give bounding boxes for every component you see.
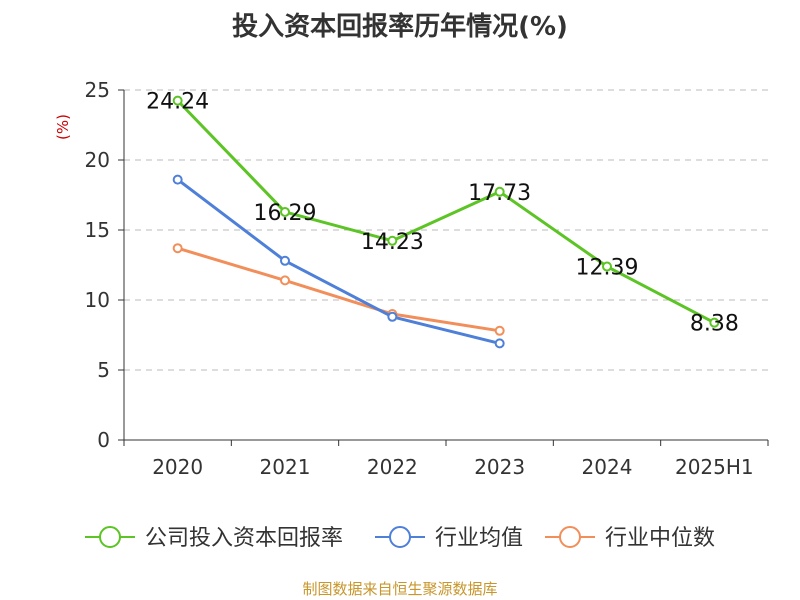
series-line-2: [177, 246, 500, 333]
data-labels: 24.24 16.29 14.23 17.73 12.39 8.38: [146, 90, 739, 337]
data-label-2020: 24.24: [146, 90, 209, 115]
chart-title: 投入资本回报率历年情况(%): [232, 11, 568, 42]
grid-lines: [124, 89, 768, 371]
y-tick-label-25: 25: [85, 78, 110, 102]
source-note: 制图数据来自恒生聚源数据库: [302, 580, 497, 598]
x-tick-label-2021: 2021: [260, 455, 311, 479]
y-tick-label-10: 10: [85, 288, 110, 312]
series-line-1: [176, 178, 501, 345]
series-0-point-2022: [387, 235, 398, 246]
series-0-point-2021: [280, 206, 290, 217]
x-tick-label-2023: 2023: [474, 455, 525, 479]
series-1-point-2023: [494, 338, 505, 349]
y-axis-unit: (%): [54, 114, 72, 140]
x-tick-label-2020: 2020: [152, 455, 203, 479]
series-0-point-2023: [494, 186, 505, 197]
series-2-point-2020: [172, 243, 183, 254]
legend: 公司投入资本回报率 行业均值 行业中位数: [85, 526, 715, 551]
series-1-point-2022: [387, 311, 398, 322]
series-2-point-2023: [494, 325, 505, 336]
data-label-2022: 14.23: [361, 230, 424, 255]
y-tick-label-20: 20: [85, 148, 110, 172]
x-tick-labels: 2020 2021 2022 2023 2024 2025H1: [152, 455, 753, 479]
legend-marker-0: [99, 526, 121, 548]
series-0-point-2020: [172, 95, 183, 106]
legend-marker-2: [559, 526, 581, 548]
series-1-point-2020: [172, 174, 183, 185]
y-tick-label-15: 15: [85, 218, 110, 242]
x-tick-label-2022: 2022: [367, 455, 418, 479]
data-label-2021: 16.29: [254, 201, 317, 226]
series-0-point-2024: [602, 261, 612, 272]
y-tick-label-5: 5: [97, 358, 110, 382]
y-tick-label-0: 0: [97, 428, 110, 452]
series-2-point-2021: [280, 275, 290, 286]
legend-label-2: 行业中位数: [605, 526, 715, 551]
x-tick-label-2025H1: 2025H1: [675, 455, 754, 479]
y-tick-labels: 0 5 10 15 20 25: [85, 78, 110, 452]
series-0-point-2025H1: [709, 317, 720, 328]
legend-label-0: 公司投入资本回报率: [145, 526, 343, 551]
series-1-point-2021: [280, 255, 290, 266]
series-line-0: [176, 99, 716, 325]
axes: [118, 89, 769, 446]
data-label-2025H1: 8.38: [690, 312, 739, 337]
data-label-2023: 17.73: [468, 181, 531, 206]
legend-marker-1: [389, 526, 411, 548]
legend-label-1: 行业均值: [435, 526, 523, 551]
data-label-2024: 12.39: [576, 256, 639, 281]
x-tick-label-2024: 2024: [582, 455, 633, 479]
series-layer: [172, 95, 720, 349]
